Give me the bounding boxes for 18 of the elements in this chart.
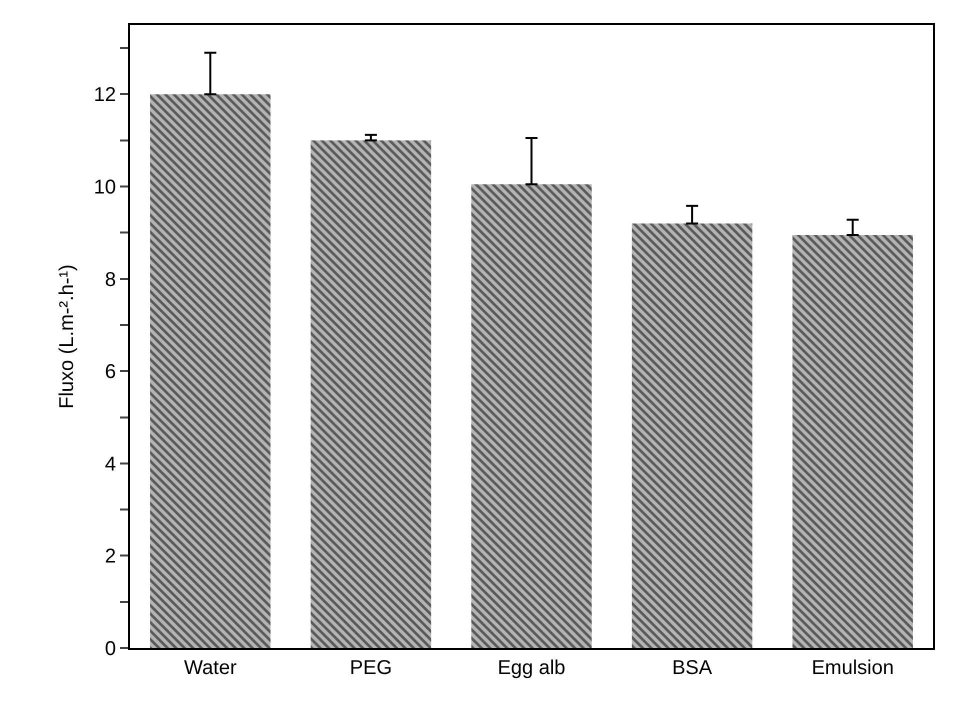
y-tick-label: 4 — [104, 453, 116, 476]
bar — [310, 140, 432, 648]
x-tick-label: PEG — [350, 657, 392, 679]
x-tick-label: Egg alb — [498, 657, 566, 679]
y-tick-label: 10 — [94, 176, 116, 199]
bar — [471, 184, 592, 648]
y-tick-label: 8 — [104, 268, 116, 291]
bar — [792, 234, 913, 648]
bar — [150, 94, 271, 648]
x-tick-label: Emulsion — [812, 657, 894, 679]
y-tick-label: 12 — [94, 84, 116, 106]
x-tick-label: Water — [184, 657, 237, 679]
y-axis-title: Fluxo (L.m-².h-¹) — [56, 264, 78, 409]
bar — [632, 223, 752, 648]
y-tick-label: 2 — [104, 546, 116, 568]
x-tick-label: BSA — [672, 657, 713, 679]
y-tick-label: 6 — [104, 361, 116, 384]
y-tick-label: 0 — [104, 638, 116, 660]
